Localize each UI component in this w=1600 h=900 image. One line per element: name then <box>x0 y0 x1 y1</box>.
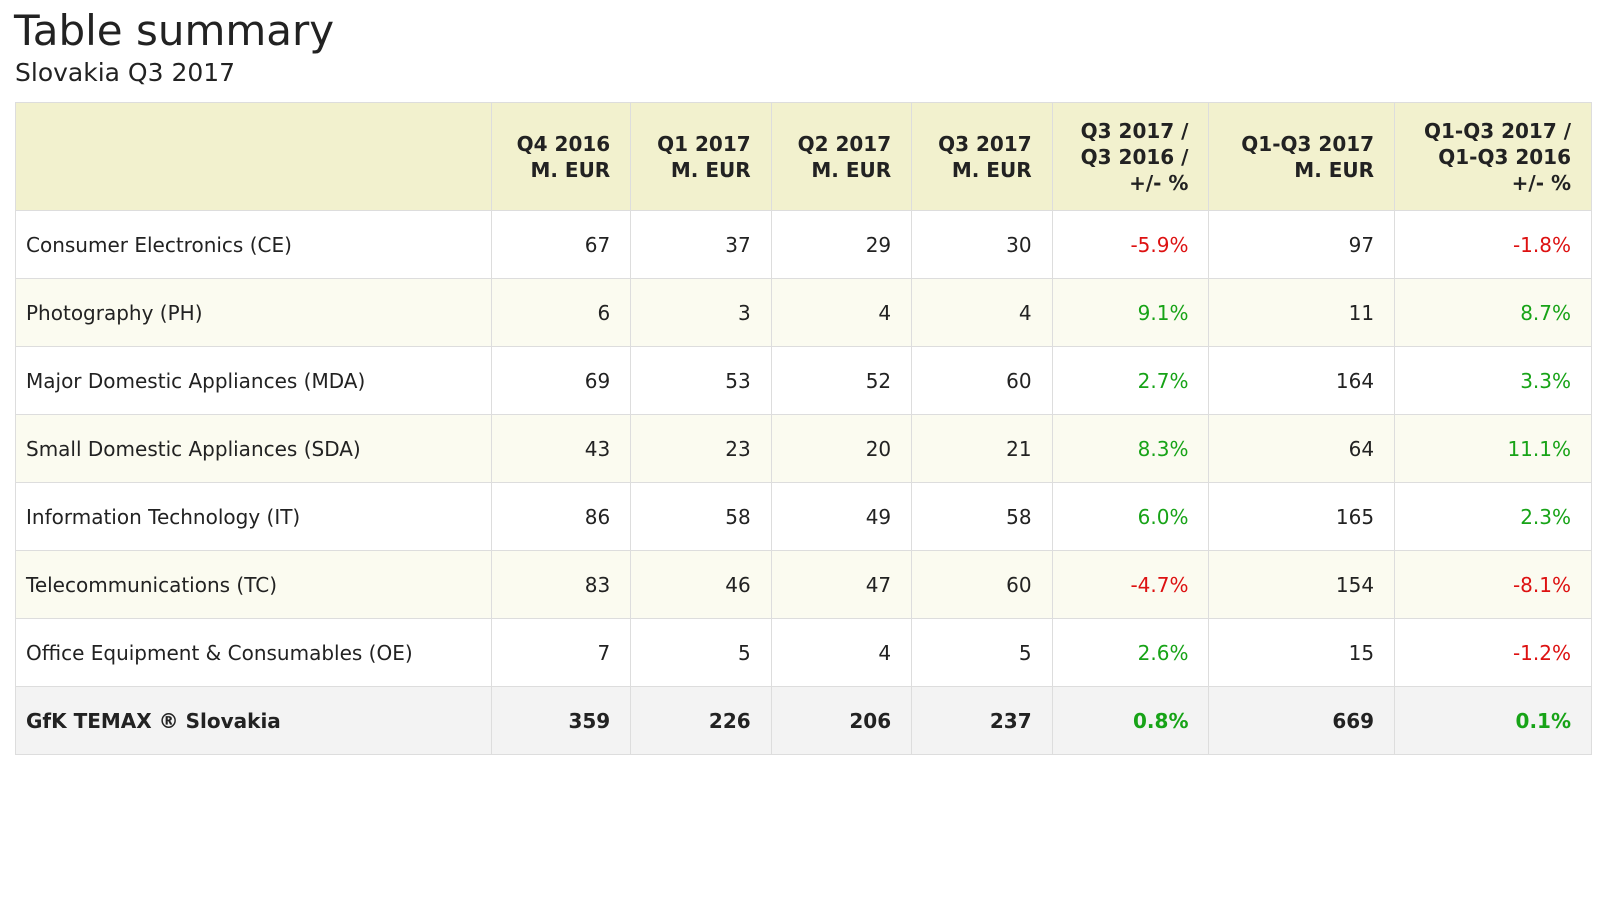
table-row: Consumer Electronics (CE) 67 37 29 30 -5… <box>15 210 1592 279</box>
cell-q4-2016: 69 <box>490 346 632 415</box>
cell-q3-2017: 237 <box>911 686 1053 755</box>
cell-q1q3-change: -1.8% <box>1394 210 1592 279</box>
page-subtitle: Slovakia Q3 2017 <box>15 58 236 87</box>
column-header-category <box>15 102 492 211</box>
cell-q3-change: 9.1% <box>1051 278 1210 347</box>
cell-q4-2016: 43 <box>490 414 632 483</box>
cell-q3-change: 0.8% <box>1051 686 1210 755</box>
cell-q1-2017: 23 <box>630 414 772 483</box>
cell-q1q3-2017: 165 <box>1208 482 1396 551</box>
cell-q2-2017: 49 <box>770 482 913 551</box>
table-header-row: Q4 2016 M. EUR Q1 2017 M. EUR Q2 2017 M.… <box>15 102 1592 211</box>
cell-q4-2016: 83 <box>490 550 632 619</box>
column-header-q3-change: Q3 2017 / Q3 2016 / +/- % <box>1051 102 1210 211</box>
table-row: Small Domestic Appliances (SDA) 43 23 20… <box>15 414 1592 483</box>
column-header-q2-2017: Q2 2017 M. EUR <box>770 102 913 211</box>
column-header-q1q3-change: Q1-Q3 2017 / Q1-Q3 2016 +/- % <box>1394 102 1592 211</box>
table-row: Office Equipment & Consumables (OE) 7 5 … <box>15 618 1592 687</box>
cell-q2-2017: 4 <box>770 618 913 687</box>
cell-q1q3-change: 3.3% <box>1394 346 1592 415</box>
cell-q1q3-change: -8.1% <box>1394 550 1592 619</box>
cell-q4-2016: 86 <box>490 482 632 551</box>
column-header-q4-2016: Q4 2016 M. EUR <box>490 102 632 211</box>
cell-q3-change: 6.0% <box>1051 482 1210 551</box>
cell-q4-2016: 67 <box>490 210 632 279</box>
table-row: Information Technology (IT) 86 58 49 58 … <box>15 482 1592 551</box>
row-label: Office Equipment & Consumables (OE) <box>15 618 492 687</box>
cell-q1q3-change: 11.1% <box>1394 414 1592 483</box>
row-label: Major Domestic Appliances (MDA) <box>15 346 492 415</box>
cell-q1-2017: 46 <box>630 550 772 619</box>
row-label: Photography (PH) <box>15 278 492 347</box>
cell-q1q3-2017: 15 <box>1208 618 1396 687</box>
cell-q3-2017: 60 <box>911 550 1053 619</box>
summary-table: Q4 2016 M. EUR Q1 2017 M. EUR Q2 2017 M.… <box>15 102 1592 755</box>
table-row: Photography (PH) 6 3 4 4 9.1% 11 8.7% <box>15 278 1592 347</box>
cell-q3-change: -4.7% <box>1051 550 1210 619</box>
cell-q1q3-2017: 11 <box>1208 278 1396 347</box>
cell-q1q3-2017: 97 <box>1208 210 1396 279</box>
cell-q1q3-change: 8.7% <box>1394 278 1592 347</box>
table-total-row: GfK TEMAX ® Slovakia 359 226 206 237 0.8… <box>15 686 1592 755</box>
row-label: Information Technology (IT) <box>15 482 492 551</box>
cell-q1q3-2017: 669 <box>1208 686 1396 755</box>
cell-q1q3-change: -1.2% <box>1394 618 1592 687</box>
cell-q3-2017: 30 <box>911 210 1053 279</box>
cell-q2-2017: 29 <box>770 210 913 279</box>
cell-q3-2017: 21 <box>911 414 1053 483</box>
cell-q1-2017: 37 <box>630 210 772 279</box>
column-header-q1q3-2017: Q1-Q3 2017 M. EUR <box>1208 102 1396 211</box>
cell-q2-2017: 52 <box>770 346 913 415</box>
page-title: Table summary <box>14 6 335 55</box>
cell-q2-2017: 4 <box>770 278 913 347</box>
cell-q1q3-2017: 154 <box>1208 550 1396 619</box>
cell-q1-2017: 5 <box>630 618 772 687</box>
cell-q2-2017: 20 <box>770 414 913 483</box>
cell-q1-2017: 53 <box>630 346 772 415</box>
cell-q3-2017: 5 <box>911 618 1053 687</box>
cell-q1q3-change: 0.1% <box>1394 686 1592 755</box>
row-label: Consumer Electronics (CE) <box>15 210 492 279</box>
cell-q1-2017: 3 <box>630 278 772 347</box>
cell-q4-2016: 6 <box>490 278 632 347</box>
cell-q2-2017: 206 <box>770 686 913 755</box>
column-header-q1-2017: Q1 2017 M. EUR <box>630 102 772 211</box>
cell-q4-2016: 359 <box>490 686 632 755</box>
cell-q3-change: -5.9% <box>1051 210 1210 279</box>
cell-q3-change: 2.6% <box>1051 618 1210 687</box>
cell-q1q3-change: 2.3% <box>1394 482 1592 551</box>
row-label: Telecommunications (TC) <box>15 550 492 619</box>
cell-q3-2017: 58 <box>911 482 1053 551</box>
cell-q3-change: 8.3% <box>1051 414 1210 483</box>
cell-q1q3-2017: 164 <box>1208 346 1396 415</box>
cell-q3-2017: 60 <box>911 346 1053 415</box>
cell-q1-2017: 58 <box>630 482 772 551</box>
row-label: Small Domestic Appliances (SDA) <box>15 414 492 483</box>
cell-q3-2017: 4 <box>911 278 1053 347</box>
cell-q1q3-2017: 64 <box>1208 414 1396 483</box>
column-header-q3-2017: Q3 2017 M. EUR <box>911 102 1053 211</box>
cell-q4-2016: 7 <box>490 618 632 687</box>
total-row-label: GfK TEMAX ® Slovakia <box>15 686 492 755</box>
cell-q3-change: 2.7% <box>1051 346 1210 415</box>
table-row: Telecommunications (TC) 83 46 47 60 -4.7… <box>15 550 1592 619</box>
table-row: Major Domestic Appliances (MDA) 69 53 52… <box>15 346 1592 415</box>
cell-q2-2017: 47 <box>770 550 913 619</box>
cell-q1-2017: 226 <box>630 686 772 755</box>
